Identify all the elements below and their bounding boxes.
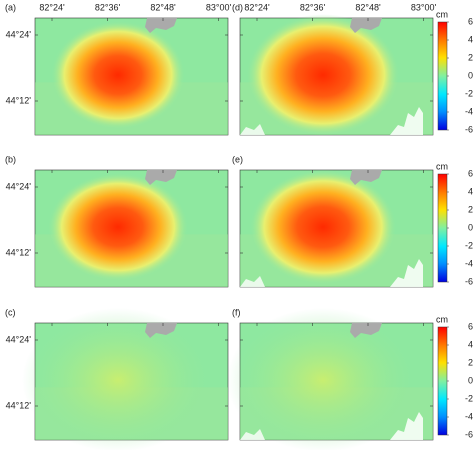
colorbar-tick-label: -4: [465, 106, 473, 116]
gray-patch: [350, 170, 382, 185]
gray-patch: [350, 323, 382, 338]
lat-tick-label: 44°12': [6, 95, 32, 105]
colorbar-tick-label: 6: [468, 168, 473, 178]
colorbar-tick-label: 4: [468, 339, 473, 349]
deformation-field: [47, 172, 189, 282]
lat-tick-label: 44°12': [6, 400, 32, 410]
deformation-field: [246, 14, 400, 136]
colorbar-tick-label: 0: [468, 70, 473, 80]
no-data-patch: [240, 124, 265, 135]
no-data-patch: [390, 412, 423, 440]
lon-tick-label: 82°24': [39, 2, 65, 12]
colorbar-unit: cm: [436, 161, 448, 171]
colorbar-tick-label: 6: [468, 16, 473, 26]
colorbar-tick-label: -2: [465, 88, 473, 98]
colorbar-tick-label: 6: [468, 321, 473, 331]
colorbar-tick-label: -6: [465, 124, 473, 134]
colorbar-unit: cm: [436, 314, 448, 324]
colorbar-tick-label: 0: [468, 375, 473, 385]
colorbar-tick-label: 2: [468, 204, 473, 214]
colorbar-tick-label: 0: [468, 222, 473, 232]
lon-tick-label: 83°00': [411, 2, 437, 12]
lon-tick-label: 82°48': [355, 2, 381, 12]
no-data-patch: [390, 259, 423, 287]
lon-tick-label: 82°36': [95, 2, 121, 12]
colorbar-tick-label: 2: [468, 52, 473, 62]
no-data-patch: [240, 276, 265, 287]
lon-tick-label: 82°48': [150, 2, 176, 12]
lon-tick-label: 83°00': [206, 2, 232, 12]
gray-patch: [145, 170, 177, 185]
colorbar-unit: cm: [436, 9, 448, 19]
gray-patch: [145, 18, 177, 33]
panel-label: (f): [232, 307, 241, 317]
colorbar-tick-label: -4: [465, 411, 473, 421]
deformation-field: [249, 169, 397, 285]
colorbar-tick-label: 4: [468, 186, 473, 196]
gray-patch: [145, 323, 177, 338]
lat-tick-label: 44°24': [6, 29, 32, 39]
deformation-field: [227, 308, 419, 450]
panel-label: (a): [5, 2, 16, 12]
gray-patch: [350, 18, 382, 33]
lat-tick-label: 44°24': [6, 181, 32, 191]
colorbar-tick-label: -2: [465, 240, 473, 250]
lon-tick-label: 82°24': [244, 2, 270, 12]
lat-tick-label: 44°12': [6, 247, 32, 257]
colorbar-tick-label: -2: [465, 393, 473, 403]
colorbar: [437, 326, 448, 436]
colorbar: [437, 173, 448, 283]
colorbar-tick-label: -6: [465, 429, 473, 439]
colorbar-tick-label: -4: [465, 258, 473, 268]
panel-label: (e): [232, 154, 243, 164]
deformation-field: [50, 20, 186, 130]
lon-tick-label: 82°36': [300, 2, 326, 12]
colorbar-tick-label: -6: [465, 276, 473, 286]
deformation-field: [22, 308, 214, 450]
colorbar-tick-label: 4: [468, 34, 473, 44]
panel-label: (d): [232, 2, 243, 12]
panel-label: (b): [5, 154, 16, 164]
no-data-patch: [240, 429, 265, 440]
panel-label: (c): [5, 307, 16, 317]
colorbar-tick-label: 2: [468, 357, 473, 367]
lat-tick-label: 44°24': [6, 334, 32, 344]
no-data-patch: [390, 107, 423, 135]
colorbar: [437, 21, 448, 131]
